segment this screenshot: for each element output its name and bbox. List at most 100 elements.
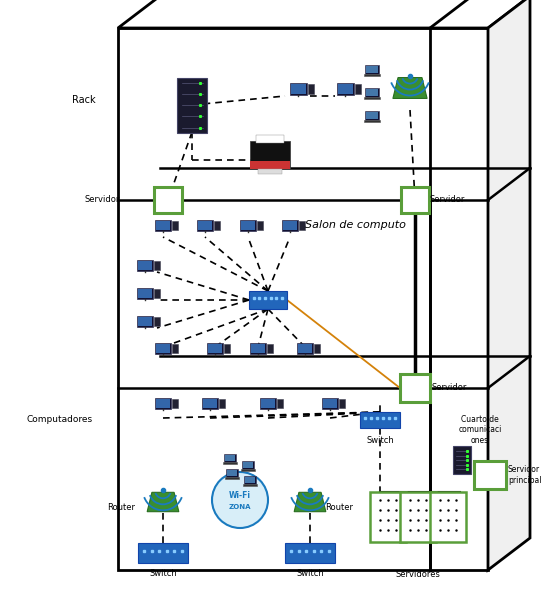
FancyBboxPatch shape bbox=[290, 84, 305, 94]
Text: Switch: Switch bbox=[149, 569, 177, 578]
FancyBboxPatch shape bbox=[156, 344, 170, 353]
Text: Router: Router bbox=[325, 502, 353, 511]
FancyBboxPatch shape bbox=[366, 112, 378, 119]
FancyBboxPatch shape bbox=[155, 220, 171, 231]
FancyBboxPatch shape bbox=[197, 220, 213, 231]
FancyBboxPatch shape bbox=[364, 111, 379, 120]
FancyBboxPatch shape bbox=[223, 454, 237, 462]
Text: Servidor: Servidor bbox=[430, 195, 466, 204]
FancyBboxPatch shape bbox=[260, 398, 276, 409]
FancyBboxPatch shape bbox=[137, 260, 153, 271]
FancyBboxPatch shape bbox=[400, 374, 430, 402]
FancyBboxPatch shape bbox=[307, 84, 314, 94]
FancyBboxPatch shape bbox=[244, 477, 255, 483]
FancyBboxPatch shape bbox=[257, 221, 263, 231]
FancyBboxPatch shape bbox=[207, 343, 223, 354]
Text: Rack: Rack bbox=[72, 95, 96, 105]
FancyBboxPatch shape bbox=[250, 343, 266, 354]
Polygon shape bbox=[118, 0, 530, 28]
Text: Switch: Switch bbox=[296, 569, 324, 578]
FancyBboxPatch shape bbox=[364, 88, 379, 97]
Text: Servidor: Servidor bbox=[432, 383, 467, 393]
FancyBboxPatch shape bbox=[299, 221, 305, 231]
FancyBboxPatch shape bbox=[400, 492, 436, 542]
FancyBboxPatch shape bbox=[314, 344, 320, 353]
FancyBboxPatch shape bbox=[364, 74, 380, 76]
FancyBboxPatch shape bbox=[155, 398, 171, 409]
FancyBboxPatch shape bbox=[364, 65, 379, 74]
FancyBboxPatch shape bbox=[354, 84, 361, 94]
Text: Salon de computo: Salon de computo bbox=[305, 220, 406, 230]
FancyBboxPatch shape bbox=[225, 477, 239, 479]
Text: Servidores: Servidores bbox=[395, 570, 440, 579]
FancyBboxPatch shape bbox=[208, 344, 222, 353]
FancyBboxPatch shape bbox=[138, 543, 188, 563]
FancyBboxPatch shape bbox=[223, 462, 237, 464]
FancyBboxPatch shape bbox=[243, 462, 253, 468]
FancyBboxPatch shape bbox=[227, 470, 237, 476]
FancyBboxPatch shape bbox=[225, 455, 236, 461]
FancyBboxPatch shape bbox=[364, 97, 380, 99]
FancyBboxPatch shape bbox=[243, 484, 257, 486]
FancyBboxPatch shape bbox=[370, 492, 406, 542]
FancyBboxPatch shape bbox=[430, 492, 466, 542]
FancyBboxPatch shape bbox=[277, 399, 283, 408]
FancyBboxPatch shape bbox=[240, 220, 256, 231]
FancyBboxPatch shape bbox=[337, 84, 352, 94]
Polygon shape bbox=[294, 492, 326, 512]
Text: Cuarto de
comunicaci
ones: Cuarto de comunicaci ones bbox=[458, 415, 502, 445]
FancyBboxPatch shape bbox=[172, 221, 178, 231]
FancyBboxPatch shape bbox=[258, 169, 282, 174]
FancyBboxPatch shape bbox=[203, 399, 217, 408]
FancyBboxPatch shape bbox=[177, 77, 207, 132]
FancyBboxPatch shape bbox=[261, 399, 275, 408]
FancyBboxPatch shape bbox=[154, 187, 182, 213]
Text: Switch: Switch bbox=[366, 436, 394, 445]
FancyBboxPatch shape bbox=[156, 221, 170, 230]
FancyBboxPatch shape bbox=[241, 469, 255, 471]
FancyBboxPatch shape bbox=[137, 288, 153, 299]
FancyBboxPatch shape bbox=[155, 343, 171, 354]
FancyBboxPatch shape bbox=[250, 161, 290, 169]
FancyBboxPatch shape bbox=[474, 461, 506, 489]
FancyBboxPatch shape bbox=[154, 261, 160, 271]
FancyBboxPatch shape bbox=[198, 221, 212, 230]
FancyBboxPatch shape bbox=[267, 344, 273, 353]
Text: ZONA: ZONA bbox=[229, 504, 251, 510]
FancyBboxPatch shape bbox=[297, 343, 313, 354]
FancyBboxPatch shape bbox=[285, 543, 335, 563]
FancyBboxPatch shape bbox=[224, 344, 230, 353]
FancyBboxPatch shape bbox=[453, 446, 471, 474]
FancyBboxPatch shape bbox=[298, 344, 312, 353]
FancyBboxPatch shape bbox=[154, 289, 160, 299]
FancyBboxPatch shape bbox=[290, 83, 306, 95]
Text: Computadores: Computadores bbox=[27, 415, 93, 424]
FancyBboxPatch shape bbox=[241, 221, 255, 230]
FancyBboxPatch shape bbox=[364, 120, 380, 122]
FancyBboxPatch shape bbox=[138, 261, 152, 270]
FancyBboxPatch shape bbox=[250, 141, 290, 169]
FancyBboxPatch shape bbox=[366, 66, 378, 73]
FancyBboxPatch shape bbox=[138, 289, 152, 298]
FancyBboxPatch shape bbox=[138, 317, 152, 326]
FancyBboxPatch shape bbox=[137, 316, 153, 327]
Polygon shape bbox=[488, 0, 530, 570]
FancyBboxPatch shape bbox=[283, 221, 297, 230]
FancyBboxPatch shape bbox=[249, 291, 287, 309]
FancyBboxPatch shape bbox=[401, 187, 429, 213]
FancyBboxPatch shape bbox=[339, 399, 345, 408]
FancyBboxPatch shape bbox=[156, 399, 170, 408]
FancyBboxPatch shape bbox=[243, 476, 257, 484]
Polygon shape bbox=[393, 77, 427, 98]
Text: Servidor: Servidor bbox=[85, 195, 120, 204]
FancyBboxPatch shape bbox=[336, 83, 353, 95]
Polygon shape bbox=[147, 492, 179, 512]
Circle shape bbox=[212, 472, 268, 528]
FancyBboxPatch shape bbox=[322, 398, 338, 409]
FancyBboxPatch shape bbox=[256, 135, 284, 143]
FancyBboxPatch shape bbox=[360, 412, 400, 428]
FancyBboxPatch shape bbox=[172, 344, 178, 353]
FancyBboxPatch shape bbox=[154, 317, 160, 327]
FancyBboxPatch shape bbox=[172, 399, 178, 408]
FancyBboxPatch shape bbox=[242, 461, 254, 469]
